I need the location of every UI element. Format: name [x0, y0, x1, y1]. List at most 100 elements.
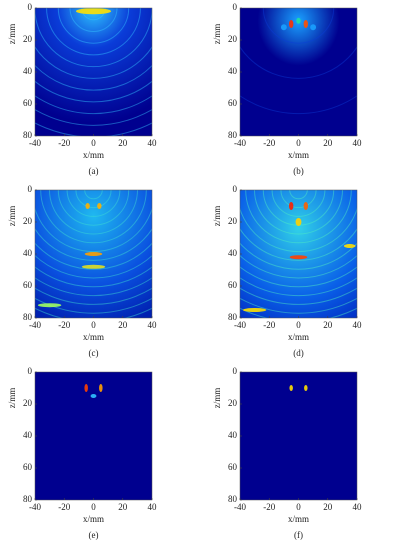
x-tick-label: 20 — [118, 138, 128, 148]
hot-spot — [97, 203, 102, 209]
x-tick-label: -20 — [263, 138, 275, 148]
y-tick-label: 0 — [28, 366, 33, 376]
x-tick-label: -40 — [29, 138, 41, 148]
hot-spot — [90, 394, 97, 398]
y-tick-label: 60 — [228, 98, 238, 108]
x-tick-label: 20 — [323, 502, 333, 512]
y-tick-label: 60 — [23, 280, 33, 290]
hot-spot — [280, 24, 287, 31]
y-tick-label: 40 — [23, 248, 33, 258]
panel-caption: (d) — [293, 348, 304, 358]
y-tick-label: 80 — [23, 130, 33, 140]
wave-arc — [245, 190, 352, 244]
y-tick-label: 20 — [228, 34, 238, 44]
hot-spot — [84, 384, 88, 392]
wave-arc — [35, 287, 152, 305]
hot-spot — [303, 202, 309, 210]
panel-caption: (b) — [293, 166, 304, 176]
panel-caption: (e) — [89, 530, 99, 540]
wave-arc — [35, 228, 152, 261]
y-tick-label: 20 — [23, 216, 33, 226]
x-tick-label: -20 — [263, 502, 275, 512]
hot-spot — [289, 385, 293, 391]
image — [35, 372, 152, 500]
x-tick-label: -20 — [263, 320, 275, 330]
hot-spot — [303, 20, 309, 28]
wave-arc — [35, 95, 152, 115]
y-tick-label: 80 — [228, 494, 238, 504]
wave-arc — [35, 277, 152, 297]
x-tick-label: 0 — [91, 502, 96, 512]
x-tick-label: -20 — [58, 138, 70, 148]
hot-spot — [295, 218, 302, 226]
wave-arc — [40, 190, 147, 244]
panel: -40 -20 0 20 40 0 20 40 60 80 x/mm z/mm (c) — [7, 184, 157, 358]
y-tick-label: 60 — [23, 98, 33, 108]
y-tick-label: 0 — [233, 2, 238, 12]
x-tick-label: -20 — [58, 320, 70, 330]
hot-spot — [81, 264, 106, 269]
x-tick-label: -40 — [29, 320, 41, 330]
panel-caption: (c) — [89, 348, 99, 358]
wave-arc — [35, 255, 152, 279]
wave-arc — [35, 109, 152, 126]
wave-arc — [69, 8, 118, 32]
image-background — [240, 190, 357, 318]
x-tick-label: 0 — [296, 502, 301, 512]
wave-arc — [280, 190, 317, 209]
x-tick-label: 0 — [91, 138, 96, 148]
wave-arc — [240, 277, 357, 297]
x-axis-label: x/mm — [288, 150, 309, 160]
y-tick-label: 80 — [228, 312, 238, 322]
hot-spot — [343, 244, 356, 248]
y-axis-label: z/mm — [212, 206, 222, 227]
wave-arc — [240, 228, 357, 261]
wave-arc — [84, 190, 103, 200]
wave-arc — [35, 46, 152, 79]
hot-spot — [84, 252, 103, 256]
x-axis-label: x/mm — [288, 332, 309, 342]
image-background — [35, 372, 152, 500]
y-axis-label: z/mm — [7, 388, 17, 409]
hot-spot — [288, 20, 294, 28]
image-background — [35, 8, 152, 136]
x-tick-label: 0 — [296, 138, 301, 148]
wave-arc — [289, 190, 308, 200]
y-tick-label: 60 — [228, 280, 238, 290]
y-axis-label: z/mm — [212, 388, 222, 409]
y-tick-label: 20 — [228, 216, 238, 226]
x-tick-label: 20 — [323, 138, 333, 148]
wave-arc — [240, 242, 357, 270]
y-tick-label: 20 — [228, 398, 238, 408]
panel-caption: (a) — [89, 166, 99, 176]
y-tick-label: 20 — [23, 34, 33, 44]
wave-arc — [35, 64, 152, 91]
y-tick-label: 80 — [23, 312, 33, 322]
x-tick-label: 0 — [296, 320, 301, 330]
wave-arc — [35, 207, 152, 253]
wave-arc — [240, 46, 357, 79]
y-tick-label: 60 — [228, 462, 238, 472]
x-tick-label: -40 — [234, 138, 246, 148]
hot-spot — [288, 202, 294, 210]
x-tick-label: 40 — [353, 320, 363, 330]
x-tick-label: 20 — [118, 502, 128, 512]
hot-spot — [242, 308, 267, 312]
wave-arc — [240, 266, 357, 288]
wave-arc — [240, 207, 357, 253]
x-tick-label: 40 — [148, 502, 158, 512]
wave-arc — [75, 190, 112, 209]
y-tick-label: 40 — [228, 66, 238, 76]
y-tick-label: 0 — [28, 2, 33, 12]
hot-spot — [296, 17, 301, 24]
wave-arc — [35, 297, 152, 314]
y-axis-label: z/mm — [7, 206, 17, 227]
wave-arc — [240, 287, 357, 305]
y-tick-label: 40 — [228, 430, 238, 440]
wave-arc — [254, 190, 343, 235]
x-tick-label: 40 — [353, 502, 363, 512]
panel: -40 -20 0 20 40 0 20 40 60 80 x/mm z/mm (a) — [7, 2, 157, 176]
image — [35, 8, 152, 136]
hot-spot — [99, 384, 103, 392]
x-tick-label: 40 — [353, 138, 363, 148]
